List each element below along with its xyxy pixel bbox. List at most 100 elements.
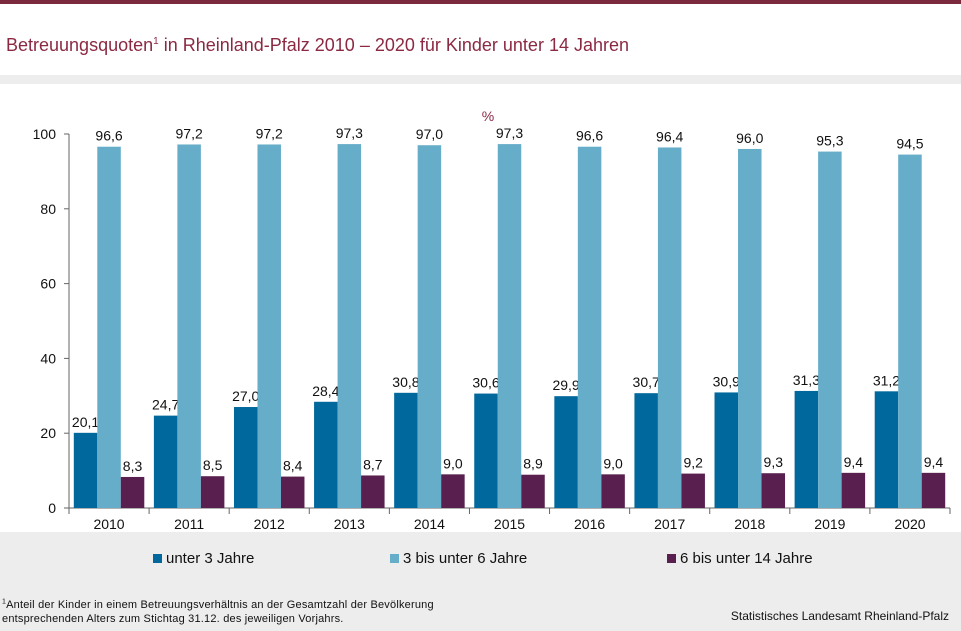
bar-3-bis-unter-6-jahre (97, 146, 121, 508)
x-tick-label: 2014 (414, 516, 445, 532)
y-axis-unit-label: % (482, 108, 494, 124)
footnote-text-1: Anteil der Kinder in einem Betreuungsver… (6, 599, 434, 611)
bar-6-bis-unter-14-jahre (361, 475, 385, 508)
bar-unter-3-jahre (794, 390, 819, 508)
bar-6-bis-unter-14-jahre (761, 473, 786, 508)
data-label: 27,0 (232, 388, 259, 404)
bar-6-bis-unter-14-jahre (280, 476, 305, 508)
chart-title-rest: in Rheinland-Pfalz 2010 – 2020 für Kinde… (158, 35, 629, 55)
bar-unter-3-jahre (554, 396, 578, 508)
data-label: 97,2 (176, 125, 203, 141)
bar-3-bis-unter-6-jahre (738, 148, 762, 508)
legend-label-unter-3: unter 3 Jahre (166, 550, 255, 567)
chart-title-text: Betreuungsquoten (6, 35, 154, 55)
bar-unter-3-jahre (714, 392, 739, 508)
data-label: 8,9 (523, 456, 543, 472)
data-label: 9,4 (844, 454, 864, 470)
footnote-text-2: entsprechenden Alters zum Stichtag 31.12… (2, 613, 344, 625)
data-label: 9,4 (924, 454, 944, 470)
chart-title: Betreuungsquoten1 in Rheinland-Pfalz 201… (6, 35, 629, 56)
bar-3-bis-unter-6-jahre (497, 144, 522, 508)
x-tick-label: 2015 (494, 516, 525, 532)
bar-3-bis-unter-6-jahre (417, 145, 442, 508)
bar-6-bis-unter-14-jahre (200, 476, 225, 508)
data-label: 96,6 (576, 128, 603, 144)
data-label: 97,3 (496, 125, 523, 141)
bar-3-bis-unter-6-jahre (898, 154, 922, 508)
x-tick-label: 2012 (254, 516, 285, 532)
bar-6-bis-unter-14-jahre (521, 474, 545, 508)
footnote-mark: 1 (2, 598, 7, 606)
chart-title-footnote-mark: 1 (153, 36, 159, 47)
legend-swatch-6-bis-14 (667, 554, 676, 563)
bar-unter-3-jahre (634, 393, 658, 508)
legend-swatch-3-bis-6 (390, 554, 399, 563)
bar-unter-3-jahre (314, 401, 338, 508)
x-tick-label: 2011 (174, 516, 204, 532)
data-label: 96,4 (656, 128, 683, 144)
bar-3-bis-unter-6-jahre (818, 151, 842, 508)
data-label: 9,2 (683, 455, 703, 471)
bar-6-bis-unter-14-jahre (601, 474, 625, 508)
legend-label-3-bis-6: 3 bis unter 6 Jahre (403, 550, 528, 567)
y-tick-label: 60 (40, 276, 56, 292)
bar-unter-3-jahre (153, 415, 178, 508)
bar-6-bis-unter-14-jahre (441, 474, 465, 508)
data-label: 9,3 (764, 454, 784, 470)
data-label: 8,3 (123, 458, 143, 474)
bar-unter-3-jahre (474, 393, 498, 508)
legend-item-6-bis-14: 6 bis unter 14 Jahre (667, 550, 813, 567)
bar-6-bis-unter-14-jahre (841, 472, 866, 508)
x-tick-label: 2020 (894, 516, 925, 532)
bar-3-bis-unter-6-jahre (577, 146, 602, 508)
footnote-line-1: 1Anteil der Kinder in einem Betreuungsve… (2, 598, 434, 612)
data-label: 96,6 (95, 128, 122, 144)
data-label: 8,5 (203, 457, 223, 473)
y-tick-label: 0 (48, 500, 56, 516)
y-tick-label: 100 (33, 126, 57, 142)
bar-unter-3-jahre (874, 391, 899, 508)
x-tick-label: 2017 (654, 516, 685, 532)
data-label: 30,9 (713, 373, 740, 389)
legend-item-3-bis-6: 3 bis unter 6 Jahre (390, 550, 527, 567)
data-label: 20,1 (72, 414, 99, 430)
bar-unter-3-jahre (394, 392, 418, 508)
x-tick-label: 2018 (734, 516, 765, 532)
header: Betreuungsquoten1 in Rheinland-Pfalz 201… (0, 4, 961, 75)
legend-swatch-unter-3 (153, 554, 162, 563)
data-label: 94,5 (896, 136, 923, 152)
legend-item-unter-3: unter 3 Jahre (153, 550, 254, 567)
footnote: 1Anteil der Kinder in einem Betreuungsve… (2, 598, 434, 626)
data-label: 30,8 (392, 374, 419, 390)
bar-6-bis-unter-14-jahre (120, 476, 145, 508)
data-label: 24,7 (152, 397, 179, 413)
y-tick-label: 80 (40, 201, 56, 217)
x-tick-label: 2019 (814, 516, 845, 532)
data-label: 97,2 (256, 125, 283, 141)
x-tick-label: 2016 (574, 516, 605, 532)
data-label: 95,3 (816, 133, 843, 149)
bar-3-bis-unter-6-jahre (657, 147, 682, 509)
x-tick-label: 2013 (334, 516, 365, 532)
source-credit: Statistisches Landesamt Rheinland-Pfalz (730, 609, 949, 623)
bar-3-bis-unter-6-jahre (177, 144, 201, 509)
data-label: 30,6 (472, 375, 499, 391)
bar-3-bis-unter-6-jahre (257, 144, 281, 509)
y-tick-label: 20 (40, 425, 56, 441)
bar-unter-3-jahre (233, 407, 258, 508)
data-label: 9,0 (603, 455, 623, 471)
data-label: 97,0 (416, 126, 443, 142)
data-label: 8,7 (363, 456, 383, 472)
bar-unter-3-jahre (73, 432, 98, 508)
data-label: 29,9 (552, 377, 579, 393)
data-label: 31,2 (873, 372, 900, 388)
top-accent-bar (0, 0, 961, 4)
data-label: 30,7 (633, 374, 660, 390)
y-tick-label: 40 (40, 350, 56, 366)
bar-3-bis-unter-6-jahre (337, 144, 362, 508)
data-label: 96,0 (736, 130, 763, 146)
data-label: 97,3 (336, 125, 363, 141)
bar-6-bis-unter-14-jahre (681, 473, 705, 508)
bar-6-bis-unter-14-jahre (921, 472, 946, 508)
